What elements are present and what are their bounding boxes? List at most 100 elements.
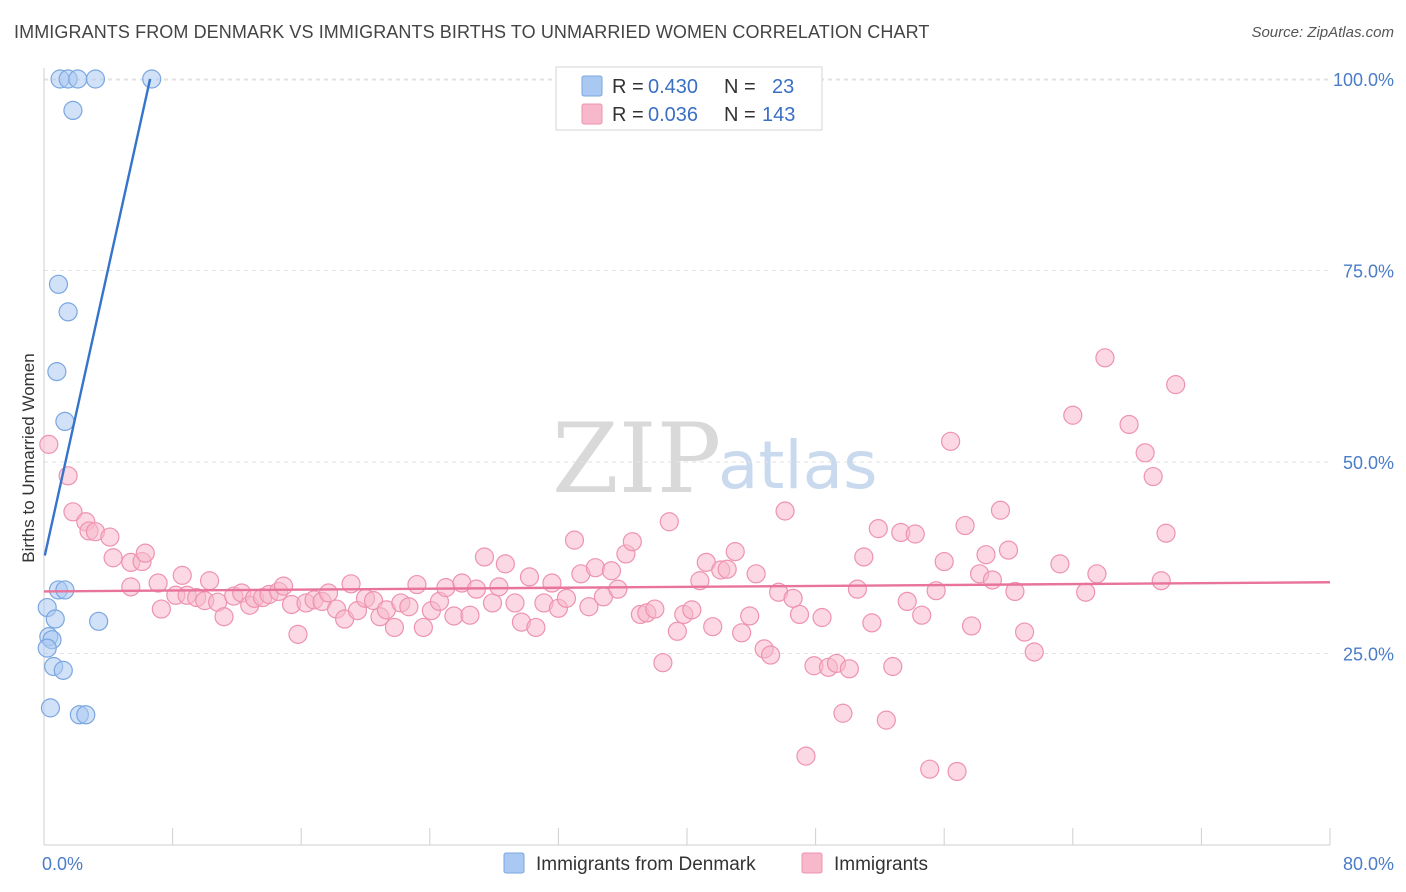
point-immigrants xyxy=(789,604,810,625)
watermark-zip: ZIP xyxy=(552,403,721,515)
point-immigrants xyxy=(601,561,622,581)
point-immigrants xyxy=(1050,554,1070,574)
point-immigrants xyxy=(482,593,503,613)
gridlines xyxy=(44,78,1330,654)
point-immigrants xyxy=(760,645,781,665)
watermark-atlas: atlas xyxy=(718,427,878,504)
legend-n-value-denmark: 23 xyxy=(772,76,794,98)
point-immigrants xyxy=(542,573,562,593)
point-immigrants xyxy=(876,710,896,730)
legend-r-label-immigrants: R = xyxy=(612,104,644,126)
point-immigrants xyxy=(703,617,723,637)
point-immigrants xyxy=(148,573,168,593)
point-immigrants xyxy=(667,621,687,641)
point-immigrants xyxy=(990,500,1011,520)
point-immigrants xyxy=(318,583,339,603)
point-immigrants xyxy=(783,588,803,608)
point-immigrants xyxy=(413,617,433,638)
point-immigrants xyxy=(1143,466,1163,487)
point-immigrants xyxy=(460,605,480,625)
point-immigrants xyxy=(839,659,859,679)
bottom-legend-swatch-denmark xyxy=(503,852,525,874)
point-immigrants xyxy=(526,617,546,638)
point-immigrants xyxy=(682,600,702,620)
y-tick-label: 50.0% xyxy=(1343,453,1394,473)
point-immigrants xyxy=(489,577,509,597)
point-immigrants xyxy=(585,558,605,578)
y-axis-label: Births to Unmarried Women xyxy=(19,353,38,562)
point-immigrants-from-denmark xyxy=(55,580,75,600)
point-immigrants xyxy=(273,576,294,596)
x-tick-label-max: 80.0% xyxy=(1343,854,1394,874)
x-tick-label-min: 0.0% xyxy=(42,854,83,874)
point-immigrants xyxy=(1151,571,1171,591)
point-immigrants xyxy=(288,624,308,644)
point-immigrants xyxy=(725,542,745,562)
point-immigrants xyxy=(384,617,405,638)
point-immigrants xyxy=(653,653,673,673)
chart-title: IMMIGRANTS FROM DENMARK VS IMMIGRANTS BI… xyxy=(14,22,930,42)
point-immigrants xyxy=(1087,564,1107,584)
point-immigrants xyxy=(645,599,665,619)
legend-n-label-immigrants: N = xyxy=(724,104,756,126)
point-immigrants xyxy=(847,579,867,599)
point-immigrants xyxy=(955,515,975,536)
y-tick-label: 100.0% xyxy=(1333,70,1394,90)
point-immigrants xyxy=(474,547,495,567)
point-immigrants-from-denmark xyxy=(76,705,96,725)
point-immigrants xyxy=(740,606,760,626)
point-immigrants xyxy=(1063,405,1083,425)
point-immigrants xyxy=(151,599,171,619)
point-immigrants xyxy=(717,559,737,579)
point-immigrants xyxy=(775,501,795,521)
point-immigrants xyxy=(121,577,141,597)
point-immigrants xyxy=(1166,375,1186,395)
point-immigrants xyxy=(746,564,766,584)
point-immigrants xyxy=(564,530,585,550)
point-immigrants xyxy=(172,565,192,585)
point-immigrants xyxy=(39,434,59,454)
point-immigrants xyxy=(796,746,816,766)
point-immigrants-from-denmark xyxy=(53,660,73,680)
point-immigrants xyxy=(519,567,540,587)
point-immigrants xyxy=(1156,523,1176,543)
point-immigrants xyxy=(199,571,220,591)
point-immigrants xyxy=(135,543,155,563)
point-immigrants xyxy=(982,570,1003,590)
point-immigrants-from-denmark xyxy=(89,611,109,631)
point-immigrants xyxy=(505,593,525,613)
point-immigrants xyxy=(732,623,752,643)
point-immigrants-from-denmark xyxy=(47,362,67,382)
point-immigrants xyxy=(941,431,961,451)
point-immigrants xyxy=(934,551,954,572)
point-immigrants xyxy=(961,616,982,636)
point-immigrants xyxy=(998,540,1019,560)
trend-line-immigrants xyxy=(43,581,1331,593)
point-immigrants xyxy=(912,605,932,625)
point-immigrants-from-denmark xyxy=(142,69,162,89)
legend-r-value-denmark: 0.430 xyxy=(648,76,698,98)
axes: 25.0% 50.0% 75.0% 100.0% xyxy=(43,68,1394,846)
point-immigrants-from-denmark xyxy=(85,69,106,89)
point-immigrants xyxy=(103,548,123,568)
point-immigrants xyxy=(1014,622,1035,642)
point-immigrants xyxy=(100,527,120,547)
point-immigrants xyxy=(1095,348,1115,368)
bottom-legend-swatch-immigrants xyxy=(801,852,823,874)
point-immigrants-from-denmark xyxy=(55,411,75,432)
y-tick-label: 75.0% xyxy=(1343,262,1394,282)
point-immigrants-from-denmark xyxy=(40,698,61,718)
point-immigrants-from-denmark xyxy=(37,638,57,658)
point-immigrants xyxy=(812,607,832,628)
point-immigrants xyxy=(854,547,874,567)
point-immigrants xyxy=(1076,582,1096,602)
point-immigrants xyxy=(444,606,464,626)
legend-swatch-denmark xyxy=(581,75,603,97)
bottom-legend-label-denmark: Immigrants from Denmark xyxy=(536,854,756,875)
point-immigrants xyxy=(897,591,917,612)
point-immigrants xyxy=(1119,414,1139,435)
point-immigrants xyxy=(1024,642,1044,662)
point-immigrants xyxy=(659,512,679,532)
bottom-legend-label-immigrants: Immigrants xyxy=(834,854,928,875)
